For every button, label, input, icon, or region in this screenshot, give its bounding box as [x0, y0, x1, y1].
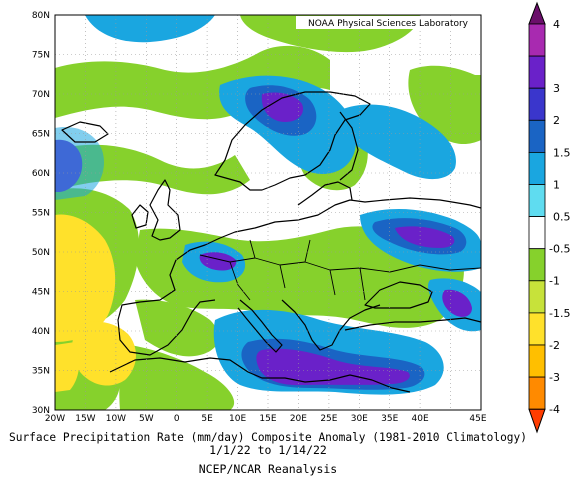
lat-label-45n: 45N [32, 288, 50, 298]
coastline-baltic [297, 181, 353, 206]
map-frame [54, 14, 482, 411]
coastline-continent [175, 197, 481, 261]
lat-label-35n: 35N [32, 367, 50, 377]
colorbar-label: -3 [549, 371, 560, 384]
longitude-labels: 20W 15W 10W 5W 0 5E 10E 15E 20E 25E 30E … [45, 414, 487, 424]
coastline-iberia [117, 259, 216, 356]
lon-label-25e: 25E [320, 414, 337, 424]
coastline-black-sea [364, 281, 433, 309]
colorbar-label: -1.5 [549, 307, 570, 320]
lon-label-5w: 5W [139, 414, 154, 424]
colorbar-label: 2 [553, 114, 560, 127]
colorbar-label: 4 [553, 18, 560, 31]
graticule [55, 15, 481, 410]
lat-label-50n: 50N [32, 248, 50, 258]
lat-label-70n: 70N [32, 90, 50, 100]
anomaly-cyan-top-left [85, 15, 215, 43]
colorbar-segment [528, 87, 546, 121]
coastline-italy [237, 299, 283, 353]
colorbar-top-arrow [528, 1, 546, 25]
coastline-britain [149, 179, 181, 241]
map-panel: NOAA Physical Sciences Laboratory [54, 14, 482, 411]
anomaly-yellow-atlantic [55, 214, 116, 342]
map-date-range: 1/1/22 to 1/14/22 [209, 443, 327, 457]
border-network [199, 239, 481, 301]
anomaly-purple-russia [395, 226, 455, 248]
lat-label-75n: 75N [32, 51, 50, 61]
coastline-iceland [61, 121, 109, 143]
colorbar-segment [528, 184, 546, 217]
colorbar-segment [528, 55, 546, 89]
latitude-labels: 80N 75N 70N 65N 60N 55N 50N 45N 40N 35N … [32, 11, 50, 416]
lon-label-35e: 35E [381, 414, 398, 424]
coastline-balkans-greece [281, 299, 381, 351]
coastline-scandinavia [214, 91, 371, 191]
anomaly-green-band-mid [55, 144, 250, 195]
lon-label-0: 0 [174, 414, 180, 424]
anomaly-purple-scandinavia [261, 92, 304, 122]
lat-label-80n: 80N [32, 11, 50, 21]
lat-label-65n: 65N [32, 130, 50, 140]
lat-label-55n: 55N [32, 209, 50, 219]
coastline-finland [339, 111, 359, 181]
lon-label-10w: 10W [106, 414, 126, 424]
colorbar-segment [528, 248, 546, 282]
colorbar-segment [528, 344, 546, 378]
lon-label-10e: 10E [229, 414, 246, 424]
coastline-ireland [131, 204, 149, 229]
colorbar-label: -4 [549, 403, 560, 416]
colorbar-label: 1.5 [553, 146, 571, 159]
colorbar-segment [528, 216, 546, 250]
colorbar-segment [528, 119, 546, 153]
colorbar-label: 3 [553, 82, 560, 95]
colorbar-segment [528, 376, 546, 410]
credit-label: NOAA Physical Sciences Laboratory [308, 19, 469, 29]
anomaly-yellow-west [55, 342, 80, 392]
anomaly-cyan-atlantic-west [55, 126, 105, 200]
map-dataset: NCEP/NCAR Reanalysis [199, 462, 337, 476]
anomaly-purple-mediterranean [256, 348, 410, 386]
lon-label-15e: 15E [259, 414, 276, 424]
colorbar-label: -1 [549, 275, 560, 288]
colorbar-label: 1 [553, 178, 560, 191]
colorbar-segment [528, 280, 546, 314]
lon-label-30e: 30E [351, 414, 368, 424]
colorbar-bottom-arrow [528, 408, 546, 434]
lon-label-45e: 45E [469, 414, 486, 424]
anomaly-cyan-finland [340, 104, 456, 180]
colorbar-segment [528, 23, 546, 57]
colorbar-label: -2 [549, 339, 560, 352]
anomaly-green-north-africa [119, 345, 235, 410]
lon-label-40e: 40E [412, 414, 429, 424]
lat-label-40n: 40N [32, 327, 50, 337]
figure-captions: Surface Precipitation Rate (mm/day) Comp… [9, 430, 527, 476]
coastlines [61, 91, 481, 393]
anomaly-purple-east [442, 289, 472, 317]
colorbar-segment [528, 312, 546, 346]
lon-label-20w: 20W [45, 414, 65, 424]
colorbar-label: -0.5 [549, 243, 570, 256]
lat-label-30n: 30N [32, 406, 50, 416]
lon-label-20e: 20E [290, 414, 307, 424]
colorbar: 4 3 2 1.5 1 0.5 -0.5 -1 -1.5 -2 -3 -4 [528, 1, 571, 434]
lon-label-15w: 15W [75, 414, 95, 424]
lat-label-60n: 60N [32, 169, 50, 179]
colorbar-segment [528, 151, 546, 185]
credit-box [296, 16, 480, 29]
colorbar-label: 0.5 [553, 211, 571, 224]
map-title: Surface Precipitation Rate (mm/day) Comp… [9, 430, 527, 444]
coastline-north-africa [109, 357, 411, 393]
coastline-turkey [344, 317, 481, 331]
lon-label-5e: 5E [201, 414, 213, 424]
